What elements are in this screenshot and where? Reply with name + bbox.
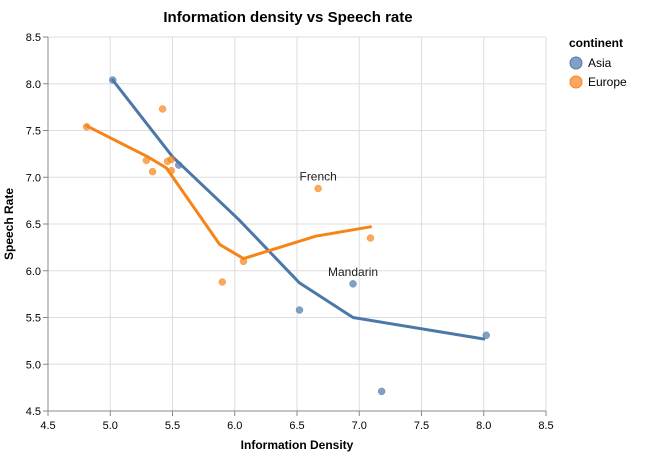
legend: continent Asia Europe <box>569 36 627 89</box>
y-tick-label: 8.5 <box>26 32 41 44</box>
y-tick-label: 4.5 <box>26 406 41 418</box>
data-point-europe <box>366 234 375 242</box>
data-point-asia <box>482 331 490 340</box>
y-tick-label: 7.0 <box>26 172 41 184</box>
annotation-label: French <box>299 169 336 183</box>
y-tick-label: 5.5 <box>26 313 41 325</box>
x-tick-label: 8.5 <box>538 420 553 432</box>
x-tick-label: 7.5 <box>414 420 429 432</box>
x-tick-label: 8.0 <box>476 420 491 432</box>
x-axis-title: Information Density <box>241 438 354 452</box>
data-point-asia <box>108 76 117 84</box>
y-axis-title: Speech Rate <box>2 188 16 260</box>
x-tick-label: 6.0 <box>227 420 242 432</box>
annotations: French Mandarin <box>299 169 378 278</box>
axes: 4.5 5.0 5.5 6.0 6.5 7.0 7.5 8.0 8.5 4.5 5.0 5.5 6.0 6… <box>26 32 554 432</box>
x-tick-label: 7.0 <box>352 420 367 432</box>
data-point-europe <box>158 105 167 113</box>
y-tick-label: 5.0 <box>26 359 41 371</box>
x-tick-label: 6.5 <box>289 420 304 432</box>
data-point-europe <box>239 257 248 266</box>
grid-lines <box>47 36 547 412</box>
data-point-europe <box>218 278 227 286</box>
data-point-europe <box>142 156 151 165</box>
trend-line-europe <box>85 124 372 261</box>
chart-title: Information density vs Speech rate <box>163 9 412 26</box>
legend-label-asia: Asia <box>588 56 612 70</box>
data-point-asia <box>174 161 183 169</box>
x-tick-label: 5.5 <box>165 420 180 432</box>
y-tick-label: 6.5 <box>26 219 41 231</box>
data-point-asia <box>377 387 386 396</box>
data-points <box>82 76 490 396</box>
data-point-europe <box>148 167 157 176</box>
y-tick-label: 8.0 <box>26 79 41 91</box>
y-tick-label: 6.0 <box>26 266 41 278</box>
legend-swatch-europe <box>569 75 583 89</box>
trend-line-asia <box>111 78 486 341</box>
data-point-europe <box>167 155 176 164</box>
x-tick-label: 4.5 <box>40 420 55 432</box>
data-point-europe <box>82 123 91 131</box>
data-point-europe <box>167 166 176 175</box>
annotation-label: Mandarin <box>328 265 378 279</box>
legend-label-europe: Europe <box>588 75 627 89</box>
trend-lines <box>85 78 486 341</box>
legend-entries: Asia Europe <box>569 56 627 89</box>
legend-swatch-asia <box>569 56 583 70</box>
x-tick-label: 5.0 <box>103 420 118 432</box>
y-tick-label: 7.5 <box>26 126 41 138</box>
legend-title: continent <box>569 36 623 50</box>
data-point-asia <box>349 280 357 288</box>
data-point-asia <box>295 306 304 314</box>
data-point-europe <box>314 184 322 193</box>
